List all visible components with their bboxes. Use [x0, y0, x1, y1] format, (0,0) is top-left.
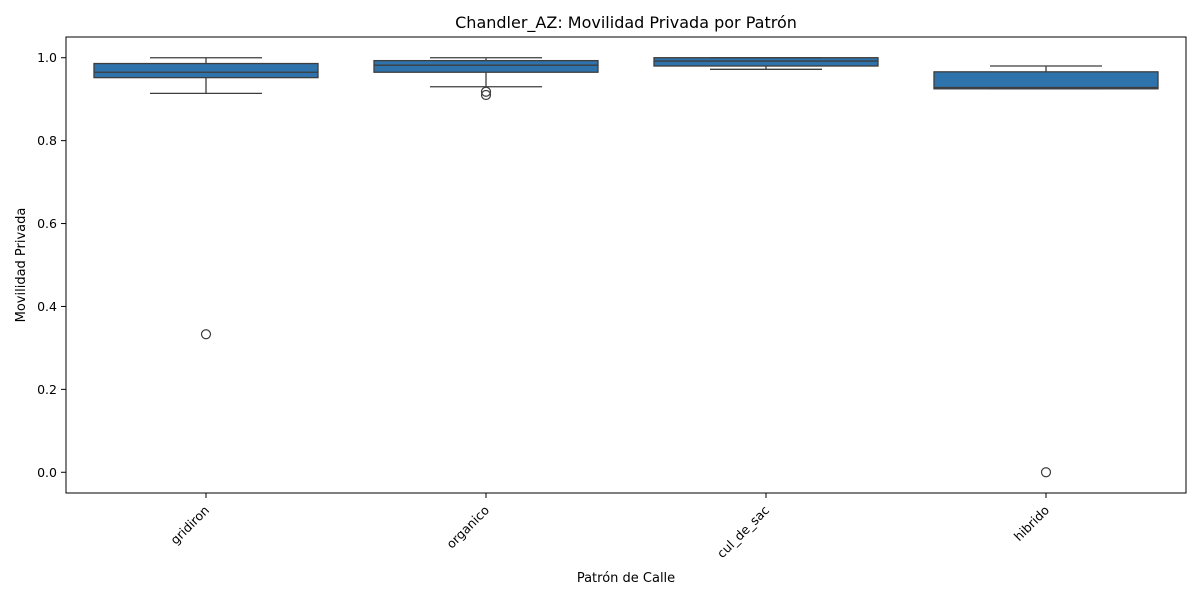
box-gridiron: [93, 57, 319, 340]
outlier-point: [480, 86, 492, 97]
x-tick-label: hibrido: [1011, 503, 1052, 544]
y-axis-label: Movilidad Privada: [14, 208, 29, 323]
y-tick-label: 0.2: [37, 382, 57, 397]
box-series: [93, 57, 1159, 478]
y-tick-label: 0.8: [37, 133, 57, 148]
y-tick-label: 0.4: [37, 299, 57, 314]
x-tick-label: cul_de_sac: [714, 502, 772, 560]
box-organico: [373, 57, 599, 101]
box-cul_de_sac: [653, 57, 879, 70]
x-axis-label: Patrón de Calle: [577, 571, 675, 586]
x-tick-label: gridiron: [167, 503, 212, 548]
iqr-box: [93, 62, 319, 79]
iqr-box: [373, 59, 599, 73]
chart-title: Chandler_AZ: Movilidad Privada por Patró…: [455, 13, 797, 33]
plot-area: [65, 36, 1187, 494]
outlier-point: [1040, 467, 1052, 478]
y-tick-label: 0.6: [37, 216, 57, 231]
x-tick-label: organico: [443, 503, 492, 552]
y-axis: 0.0 0.2 0.4 0.6 0.8 1.0: [37, 50, 66, 480]
box-hibrido: [933, 65, 1159, 478]
y-tick-label: 1.0: [37, 50, 57, 65]
outlier-point: [480, 89, 492, 101]
y-tick-label: 0.0: [37, 465, 57, 480]
outlier-point: [200, 329, 212, 340]
iqr-box: [653, 57, 879, 67]
iqr-box: [933, 71, 1159, 90]
x-axis: gridiron organico cul_de_sac hibrido: [167, 493, 1052, 561]
